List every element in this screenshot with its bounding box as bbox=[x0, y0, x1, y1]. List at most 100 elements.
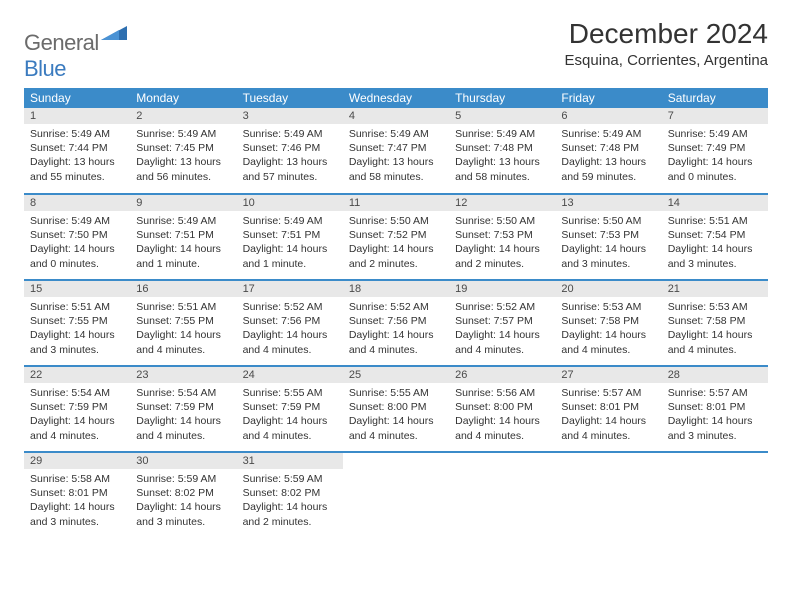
weekday-header: Sunday bbox=[24, 88, 130, 108]
week-row: 1Sunrise: 5:49 AMSunset: 7:44 PMDaylight… bbox=[24, 108, 768, 194]
day-number: 10 bbox=[237, 195, 343, 211]
logo-text: General Blue bbox=[24, 24, 127, 82]
day-cell: 26Sunrise: 5:56 AMSunset: 8:00 PMDayligh… bbox=[449, 366, 555, 452]
day-details: Sunrise: 5:49 AMSunset: 7:51 PMDaylight:… bbox=[130, 211, 236, 275]
day-number: 21 bbox=[662, 281, 768, 297]
day-cell: 30Sunrise: 5:59 AMSunset: 8:02 PMDayligh… bbox=[130, 452, 236, 538]
logo-general: General bbox=[24, 30, 99, 55]
empty-cell bbox=[343, 452, 449, 538]
day-details: Sunrise: 5:50 AMSunset: 7:53 PMDaylight:… bbox=[555, 211, 661, 275]
day-number: 8 bbox=[24, 195, 130, 211]
day-number: 13 bbox=[555, 195, 661, 211]
day-cell: 31Sunrise: 5:59 AMSunset: 8:02 PMDayligh… bbox=[237, 452, 343, 538]
empty-cell bbox=[555, 452, 661, 538]
day-cell: 10Sunrise: 5:49 AMSunset: 7:51 PMDayligh… bbox=[237, 194, 343, 280]
day-details: Sunrise: 5:52 AMSunset: 7:57 PMDaylight:… bbox=[449, 297, 555, 361]
day-number: 29 bbox=[24, 453, 130, 469]
day-details: Sunrise: 5:51 AMSunset: 7:55 PMDaylight:… bbox=[130, 297, 236, 361]
day-details: Sunrise: 5:50 AMSunset: 7:53 PMDaylight:… bbox=[449, 211, 555, 275]
day-details: Sunrise: 5:52 AMSunset: 7:56 PMDaylight:… bbox=[237, 297, 343, 361]
day-number: 14 bbox=[662, 195, 768, 211]
location: Esquina, Corrientes, Argentina bbox=[565, 52, 768, 69]
day-details: Sunrise: 5:59 AMSunset: 8:02 PMDaylight:… bbox=[237, 469, 343, 533]
day-details: Sunrise: 5:53 AMSunset: 7:58 PMDaylight:… bbox=[555, 297, 661, 361]
day-cell: 4Sunrise: 5:49 AMSunset: 7:47 PMDaylight… bbox=[343, 108, 449, 194]
day-cell: 5Sunrise: 5:49 AMSunset: 7:48 PMDaylight… bbox=[449, 108, 555, 194]
weekday-header: Friday bbox=[555, 88, 661, 108]
weekday-header: Saturday bbox=[662, 88, 768, 108]
week-row: 22Sunrise: 5:54 AMSunset: 7:59 PMDayligh… bbox=[24, 366, 768, 452]
day-cell: 23Sunrise: 5:54 AMSunset: 7:59 PMDayligh… bbox=[130, 366, 236, 452]
empty-cell bbox=[449, 452, 555, 538]
title-block: December 2024 Esquina, Corrientes, Argen… bbox=[565, 18, 768, 69]
day-number: 17 bbox=[237, 281, 343, 297]
day-cell: 18Sunrise: 5:52 AMSunset: 7:56 PMDayligh… bbox=[343, 280, 449, 366]
day-number: 1 bbox=[24, 108, 130, 124]
weekday-header: Tuesday bbox=[237, 88, 343, 108]
day-number: 12 bbox=[449, 195, 555, 211]
day-details: Sunrise: 5:54 AMSunset: 7:59 PMDaylight:… bbox=[130, 383, 236, 447]
day-number: 27 bbox=[555, 367, 661, 383]
weekday-header: Monday bbox=[130, 88, 236, 108]
day-details: Sunrise: 5:49 AMSunset: 7:51 PMDaylight:… bbox=[237, 211, 343, 275]
day-number: 26 bbox=[449, 367, 555, 383]
weekday-header: Wednesday bbox=[343, 88, 449, 108]
day-cell: 13Sunrise: 5:50 AMSunset: 7:53 PMDayligh… bbox=[555, 194, 661, 280]
day-cell: 28Sunrise: 5:57 AMSunset: 8:01 PMDayligh… bbox=[662, 366, 768, 452]
day-number: 9 bbox=[130, 195, 236, 211]
day-details: Sunrise: 5:57 AMSunset: 8:01 PMDaylight:… bbox=[555, 383, 661, 447]
day-number: 11 bbox=[343, 195, 449, 211]
day-details: Sunrise: 5:49 AMSunset: 7:47 PMDaylight:… bbox=[343, 124, 449, 188]
day-details: Sunrise: 5:52 AMSunset: 7:56 PMDaylight:… bbox=[343, 297, 449, 361]
day-cell: 9Sunrise: 5:49 AMSunset: 7:51 PMDaylight… bbox=[130, 194, 236, 280]
day-details: Sunrise: 5:49 AMSunset: 7:45 PMDaylight:… bbox=[130, 124, 236, 188]
day-details: Sunrise: 5:57 AMSunset: 8:01 PMDaylight:… bbox=[662, 383, 768, 447]
day-cell: 25Sunrise: 5:55 AMSunset: 8:00 PMDayligh… bbox=[343, 366, 449, 452]
day-number: 23 bbox=[130, 367, 236, 383]
day-details: Sunrise: 5:59 AMSunset: 8:02 PMDaylight:… bbox=[130, 469, 236, 533]
day-number: 2 bbox=[130, 108, 236, 124]
day-cell: 1Sunrise: 5:49 AMSunset: 7:44 PMDaylight… bbox=[24, 108, 130, 194]
day-cell: 11Sunrise: 5:50 AMSunset: 7:52 PMDayligh… bbox=[343, 194, 449, 280]
day-cell: 21Sunrise: 5:53 AMSunset: 7:58 PMDayligh… bbox=[662, 280, 768, 366]
week-row: 8Sunrise: 5:49 AMSunset: 7:50 PMDaylight… bbox=[24, 194, 768, 280]
day-details: Sunrise: 5:50 AMSunset: 7:52 PMDaylight:… bbox=[343, 211, 449, 275]
day-cell: 19Sunrise: 5:52 AMSunset: 7:57 PMDayligh… bbox=[449, 280, 555, 366]
day-details: Sunrise: 5:49 AMSunset: 7:48 PMDaylight:… bbox=[555, 124, 661, 188]
day-cell: 15Sunrise: 5:51 AMSunset: 7:55 PMDayligh… bbox=[24, 280, 130, 366]
day-details: Sunrise: 5:55 AMSunset: 8:00 PMDaylight:… bbox=[343, 383, 449, 447]
day-number: 6 bbox=[555, 108, 661, 124]
day-number: 25 bbox=[343, 367, 449, 383]
day-number: 28 bbox=[662, 367, 768, 383]
day-details: Sunrise: 5:51 AMSunset: 7:54 PMDaylight:… bbox=[662, 211, 768, 275]
empty-cell bbox=[662, 452, 768, 538]
weekday-header: Thursday bbox=[449, 88, 555, 108]
day-cell: 3Sunrise: 5:49 AMSunset: 7:46 PMDaylight… bbox=[237, 108, 343, 194]
day-details: Sunrise: 5:55 AMSunset: 7:59 PMDaylight:… bbox=[237, 383, 343, 447]
day-details: Sunrise: 5:49 AMSunset: 7:50 PMDaylight:… bbox=[24, 211, 130, 275]
day-details: Sunrise: 5:53 AMSunset: 7:58 PMDaylight:… bbox=[662, 297, 768, 361]
day-details: Sunrise: 5:54 AMSunset: 7:59 PMDaylight:… bbox=[24, 383, 130, 447]
day-cell: 6Sunrise: 5:49 AMSunset: 7:48 PMDaylight… bbox=[555, 108, 661, 194]
day-number: 30 bbox=[130, 453, 236, 469]
logo-triangle-icon bbox=[101, 24, 127, 42]
day-cell: 12Sunrise: 5:50 AMSunset: 7:53 PMDayligh… bbox=[449, 194, 555, 280]
day-number: 5 bbox=[449, 108, 555, 124]
day-cell: 7Sunrise: 5:49 AMSunset: 7:49 PMDaylight… bbox=[662, 108, 768, 194]
day-details: Sunrise: 5:51 AMSunset: 7:55 PMDaylight:… bbox=[24, 297, 130, 361]
day-number: 16 bbox=[130, 281, 236, 297]
month-title: December 2024 bbox=[565, 18, 768, 50]
week-row: 15Sunrise: 5:51 AMSunset: 7:55 PMDayligh… bbox=[24, 280, 768, 366]
header: General Blue December 2024 Esquina, Corr… bbox=[24, 18, 768, 82]
day-number: 19 bbox=[449, 281, 555, 297]
day-details: Sunrise: 5:49 AMSunset: 7:44 PMDaylight:… bbox=[24, 124, 130, 188]
day-number: 3 bbox=[237, 108, 343, 124]
day-cell: 22Sunrise: 5:54 AMSunset: 7:59 PMDayligh… bbox=[24, 366, 130, 452]
logo: General Blue bbox=[24, 24, 127, 82]
weekday-header-row: Sunday Monday Tuesday Wednesday Thursday… bbox=[24, 88, 768, 108]
day-details: Sunrise: 5:58 AMSunset: 8:01 PMDaylight:… bbox=[24, 469, 130, 533]
day-number: 20 bbox=[555, 281, 661, 297]
day-number: 7 bbox=[662, 108, 768, 124]
day-number: 31 bbox=[237, 453, 343, 469]
week-row: 29Sunrise: 5:58 AMSunset: 8:01 PMDayligh… bbox=[24, 452, 768, 538]
